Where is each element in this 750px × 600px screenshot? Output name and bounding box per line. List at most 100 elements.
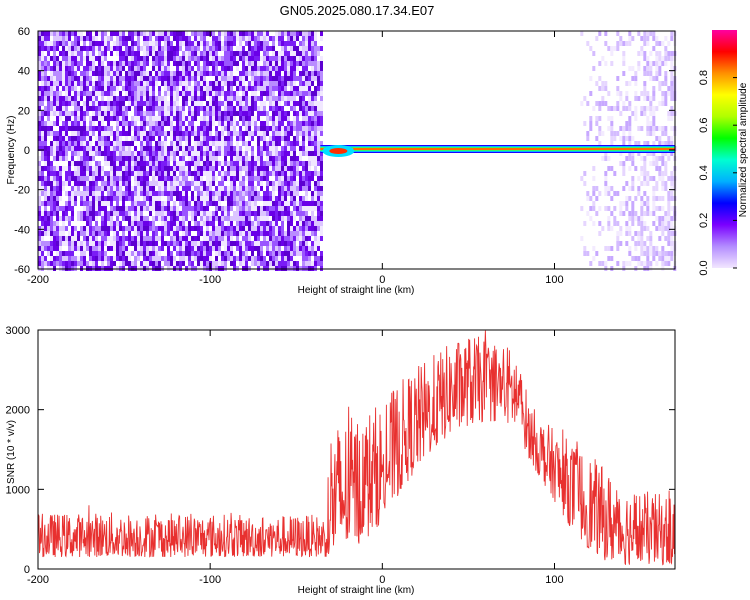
spectrogram-cell xyxy=(167,196,170,201)
spectrogram-cell xyxy=(47,41,50,46)
spectrogram-cell xyxy=(71,246,74,251)
spectrogram-cell xyxy=(628,226,632,231)
spectrogram-cell xyxy=(200,41,203,46)
spectrogram-cell xyxy=(92,81,95,86)
spectrogram-cell xyxy=(86,56,89,61)
spectrogram-cell xyxy=(206,231,209,236)
spectrogram-cell xyxy=(167,76,170,81)
spectrogram-cell xyxy=(65,211,68,216)
spectrogram-cell xyxy=(667,41,671,46)
spectrogram-cell xyxy=(655,61,659,66)
spectrogram-cell xyxy=(269,71,272,76)
spectrogram-cell xyxy=(281,161,284,166)
spectrogram-cell xyxy=(269,46,272,51)
spectrogram-cell xyxy=(272,66,275,71)
spectrogram-cell xyxy=(245,156,248,161)
spectrogram-cell xyxy=(230,46,233,51)
spectrogram-cell xyxy=(260,256,263,261)
spectrogram-cell xyxy=(625,196,629,201)
spectrogram-cell xyxy=(302,256,305,261)
spectrogram-cell xyxy=(269,241,272,246)
spectrogram-cell xyxy=(652,96,656,101)
spectrogram-cell xyxy=(164,201,167,206)
spectrogram-cell xyxy=(149,31,152,36)
spectrogram-cell xyxy=(146,91,149,96)
spectrogram-cell xyxy=(62,241,65,246)
spectrogram-cell xyxy=(239,96,242,101)
spectrogram-cell xyxy=(293,91,296,96)
spectrogram-cell xyxy=(320,46,323,51)
spectrogram-cell xyxy=(595,121,599,126)
spectrogram-cell xyxy=(284,211,287,216)
spectrogram-cell xyxy=(278,166,281,171)
spectrogram-cell xyxy=(128,256,131,261)
spectrogram-cell xyxy=(146,186,149,191)
spectrogram-cell xyxy=(146,201,149,206)
spectrogram-cell xyxy=(176,141,179,146)
spectrogram-cell xyxy=(137,86,140,91)
spectrogram-cell xyxy=(137,76,140,81)
spectrogram-cell xyxy=(59,41,62,46)
spectrogram-cell xyxy=(53,76,56,81)
spectrogram-cell xyxy=(224,231,227,236)
spectrogram-cell xyxy=(290,131,293,136)
spectrogram-cell xyxy=(170,151,173,156)
spectrogram-cell xyxy=(221,131,224,136)
spectrogram-cell xyxy=(185,41,188,46)
spectrogram-cell xyxy=(176,161,179,166)
spectrogram-cell xyxy=(275,31,278,36)
spectrogram-cell xyxy=(77,81,80,86)
spectrogram-cell xyxy=(110,71,113,76)
spectrogram-cell xyxy=(257,86,260,91)
spectrogram-cell xyxy=(188,226,191,231)
spectrogram-cell xyxy=(655,36,659,41)
spectrogram-cell xyxy=(320,96,323,101)
spectrogram-cell xyxy=(583,121,587,126)
spectrogram-cell xyxy=(167,36,170,41)
spectrogram-cell xyxy=(131,61,134,66)
spectrogram-cell xyxy=(257,246,260,251)
spectrogram-cell xyxy=(101,211,104,216)
spectrogram-cell xyxy=(604,246,608,251)
spectrogram-cell xyxy=(203,211,206,216)
spectrogram-cell xyxy=(631,136,635,141)
spectrogram-cell xyxy=(311,176,314,181)
spectrogram-cell xyxy=(293,186,296,191)
spectrogram-cell xyxy=(230,196,233,201)
spectrogram-cell xyxy=(92,116,95,121)
spectrogram-cell xyxy=(116,201,119,206)
spectrogram-cell xyxy=(269,246,272,251)
spectrogram-cell xyxy=(89,231,92,236)
spectrogram-cell xyxy=(646,261,650,266)
spectrogram-cell xyxy=(134,241,137,246)
spectrogram-cell xyxy=(655,161,659,166)
spectrogram-cell xyxy=(221,71,224,76)
spectrogram-cell xyxy=(610,131,614,136)
spectrogram-cell xyxy=(266,231,269,236)
spectrogram-cell xyxy=(245,111,248,116)
spectrogram-cell xyxy=(254,96,257,101)
spectrogram-cell xyxy=(257,181,260,186)
spectrogram-cell xyxy=(125,146,128,151)
spectrogram-cell xyxy=(143,206,146,211)
spectrogram-cell xyxy=(164,31,167,36)
spectrogram-cell xyxy=(649,131,653,136)
spectrogram-cell xyxy=(47,261,50,266)
spectrogram-cell xyxy=(89,161,92,166)
spectrogram-cell xyxy=(281,261,284,266)
spectrogram-cell xyxy=(137,56,140,61)
spectrogram-cell xyxy=(155,51,158,56)
spectrogram-cell xyxy=(125,206,128,211)
spectrogram-cell xyxy=(646,226,650,231)
spectrogram-cell xyxy=(164,151,167,156)
spectrogram-cell xyxy=(296,126,299,131)
spectrogram-cell xyxy=(209,221,212,226)
spectrogram-cell xyxy=(56,211,59,216)
spectrogram-cell xyxy=(209,131,212,136)
spectrogram-cell xyxy=(62,51,65,56)
spectrogram-cell xyxy=(278,226,281,231)
spectrogram-cell xyxy=(275,261,278,266)
spectrogram-cell xyxy=(167,86,170,91)
spectrogram-cell xyxy=(227,141,230,146)
spectrogram-cell xyxy=(146,46,149,51)
